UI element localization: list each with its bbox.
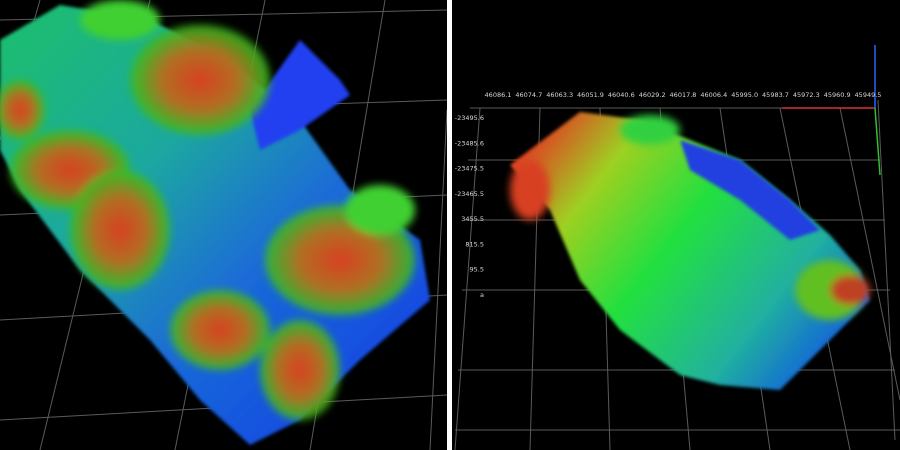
divider <box>447 0 452 450</box>
building-points <box>680 140 820 240</box>
building-points <box>250 40 350 150</box>
ground-points <box>510 112 870 390</box>
y-axis <box>874 107 881 176</box>
x-axis-label: 46086.1 <box>485 91 512 99</box>
x-axis-label: 46063.3 <box>546 91 573 99</box>
x-axis-label: 46029.2 <box>639 91 666 99</box>
y-axis-label: 815.5 <box>465 240 484 248</box>
y-axis-label: -23485.6 <box>455 139 484 147</box>
y-axis-label: -23495.6 <box>455 114 484 122</box>
x-axis-label: 45949.5 <box>855 91 882 99</box>
y-axis-label: 95.5 <box>470 266 484 274</box>
x-axis-label: 45972.3 <box>793 91 820 99</box>
y-axis-label: a <box>480 291 484 299</box>
vegetation-points <box>0 0 415 420</box>
y-axis-label: -23465.5 <box>455 190 484 198</box>
x-axis-label: 46051.9 <box>577 91 604 99</box>
x-axis-label: 46017.8 <box>670 91 697 99</box>
x-axis-label: 45960.9 <box>824 91 851 99</box>
vegetation-points <box>510 115 870 320</box>
y-axis-label: 3455.5 <box>461 215 484 223</box>
x-axis-label: 46040.6 <box>608 91 635 99</box>
x-axis-label: 45995.0 <box>731 91 758 99</box>
x-axis-label: 46074.7 <box>515 91 542 99</box>
x-axis-label: 46006.4 <box>700 91 727 99</box>
left-view <box>0 0 447 450</box>
right-view <box>452 0 900 450</box>
y-axis-label: -23475.5 <box>455 165 484 173</box>
x-axis-label: 45983.7 <box>762 91 789 99</box>
